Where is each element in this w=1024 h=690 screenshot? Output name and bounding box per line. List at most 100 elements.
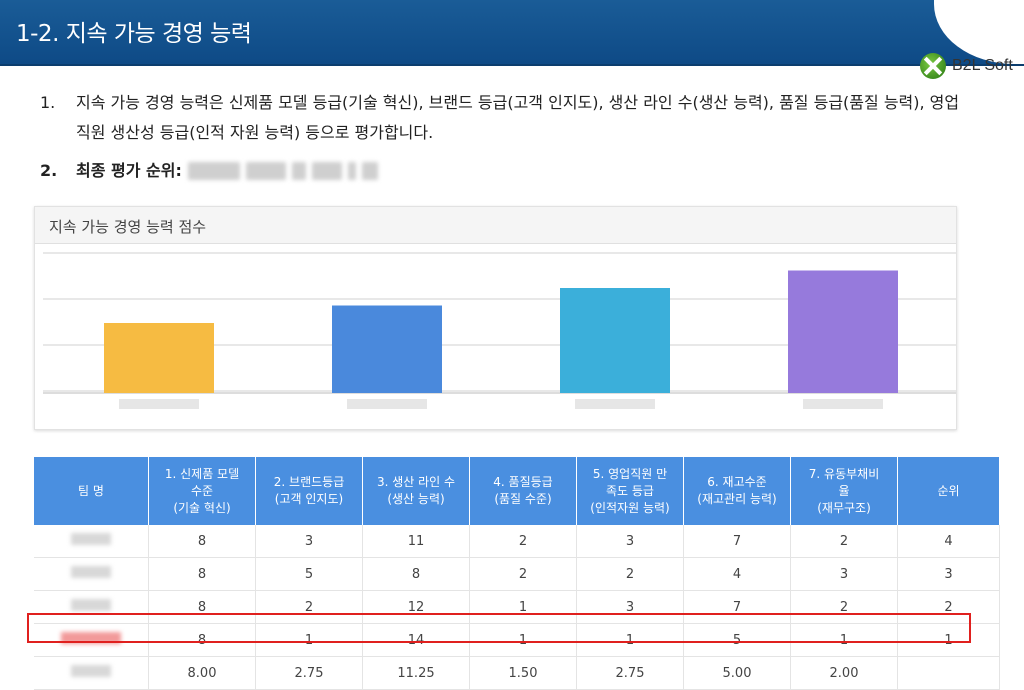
column-header-line: 팀 명 [78, 483, 104, 498]
table-row: 8 3 11 2 3 7 2 4 [34, 525, 1000, 558]
table-cell: 2.00 [790, 656, 898, 690]
table-cell: 8.00 [148, 656, 256, 690]
table-cell: 3 [576, 590, 684, 624]
table-cell: 8 [148, 525, 256, 558]
bar-chart [43, 252, 956, 409]
team-name-cell [34, 557, 149, 591]
column-header-line: 율 [838, 483, 850, 498]
column-header-line: (기술 혁신) [173, 500, 231, 515]
table-cell: 2 [469, 557, 577, 591]
table-cell: 2 [790, 525, 898, 558]
table-cell: 1 [255, 623, 363, 657]
column-header-line: (재무구조) [817, 500, 871, 515]
table-cell: 2 [790, 590, 898, 624]
table-row: 8 2 12 1 3 7 2 2 [34, 590, 1000, 624]
table-cell: 7 [683, 525, 791, 558]
table-cell: 2.75 [255, 656, 363, 690]
column-header-line: (인적자원 능력) [590, 500, 670, 515]
column-header: 3. 생산 라인 수 (생산 능력) [362, 457, 470, 525]
column-header-line: (생산 능력) [387, 492, 445, 506]
table-cell: 8 [148, 590, 256, 624]
company-logo: B2L Soft [920, 50, 1013, 82]
column-header: 순위 [897, 457, 1000, 525]
column-header: 4. 품질등급 (품질 수준) [469, 457, 577, 525]
column-header: 팀 명 [34, 457, 149, 525]
table-cell: 8 [362, 557, 470, 591]
column-header-line: 1. 신제품 모델 [164, 466, 240, 481]
redacted-team-name [61, 632, 121, 644]
table-cell: 14 [362, 623, 470, 657]
bar[interactable] [332, 305, 442, 394]
redacted-category-label [575, 399, 655, 409]
table-cell: 7 [683, 590, 791, 624]
logo-text: B2L Soft [952, 57, 1013, 74]
table-cell: 1.50 [469, 656, 577, 690]
redacted-text [361, 162, 378, 180]
logo-icon [920, 53, 946, 79]
team-name-cell [34, 590, 149, 624]
table-cell: 4 [897, 525, 1000, 558]
redacted-text [311, 162, 342, 180]
redacted-team-name [71, 566, 111, 578]
table-cell: 3 [897, 557, 1000, 591]
column-header-line: (품질 수준) [494, 492, 552, 506]
table-cell [897, 656, 1000, 690]
redacted-team-name [71, 665, 111, 677]
column-header-line: 2. 브랜드등급 [273, 475, 345, 489]
redacted-text [347, 162, 356, 180]
table-cell: 5 [683, 623, 791, 657]
description-paragraph: 1. 지속 가능 경영 능력은 신제품 모델 등급(기술 혁신), 브랜드 등급… [40, 88, 970, 148]
table-cell: 1 [790, 623, 898, 657]
column-header-line: 6. 재고수준 [707, 475, 767, 489]
column-header-line: 4. 품질등급 [493, 475, 553, 489]
table-cell: 5.00 [683, 656, 791, 690]
column-header-line: (고객 인지도) [274, 492, 344, 506]
slide-header: 1-2. 지속 가능 경영 능력 [0, 0, 1024, 66]
table-cell: 1 [576, 623, 684, 657]
column-header-line: 5. 영업직원 만 [592, 466, 668, 481]
table-cell: 1 [897, 623, 1000, 657]
final-ranking-line: 2. 최종 평가 순위: [40, 156, 378, 186]
bar[interactable] [788, 270, 898, 394]
team-name-cell [34, 656, 149, 690]
table-cell: 3 [576, 525, 684, 558]
table-cell: 11.25 [362, 656, 470, 690]
table-cell: 8 [148, 623, 256, 657]
column-header: 2. 브랜드등급 (고객 인지도) [255, 457, 363, 525]
redacted-category-label [119, 399, 199, 409]
table-row: 8 1 14 1 1 5 1 1 [34, 623, 1000, 657]
column-header: 6. 재고수준 (재고관리 능력) [683, 457, 791, 525]
table-cell: 2 [255, 590, 363, 624]
table-cell: 1 [469, 590, 577, 624]
table-cell: 12 [362, 590, 470, 624]
table-cell: 2 [576, 557, 684, 591]
column-header-line: 7. 유동부채비 [808, 466, 880, 481]
column-header-line: 순위 [937, 483, 960, 498]
final-ranking-label: 최종 평가 순위: [76, 161, 182, 180]
column-header-line: 3. 생산 라인 수 [376, 475, 456, 489]
table-cell: 8 [148, 557, 256, 591]
redacted-team-name [71, 533, 111, 545]
table-cell: 2 [897, 590, 1000, 624]
bar[interactable] [560, 288, 670, 393]
table-cell: 11 [362, 525, 470, 558]
column-header-line: 수준 [190, 483, 214, 498]
column-header-line: 족도 등급 [606, 483, 654, 498]
list-number-1: 1. [40, 93, 56, 112]
column-header-line: (재고관리 능력) [697, 492, 777, 506]
redacted-category-label [803, 399, 883, 409]
table-cell: 2 [469, 525, 577, 558]
table-cell: 3 [790, 557, 898, 591]
list-number-2: 2. [40, 161, 58, 180]
redacted-text [291, 162, 306, 180]
bar[interactable] [104, 323, 214, 393]
table-cell: 1 [469, 623, 577, 657]
redacted-text [245, 162, 286, 180]
redacted-category-label [347, 399, 427, 409]
score-chart-panel: 지속 가능 경영 능력 점수 [34, 206, 957, 430]
description-text: 지속 가능 경영 능력은 신제품 모델 등급(기술 혁신), 브랜드 등급(고객… [76, 93, 960, 142]
